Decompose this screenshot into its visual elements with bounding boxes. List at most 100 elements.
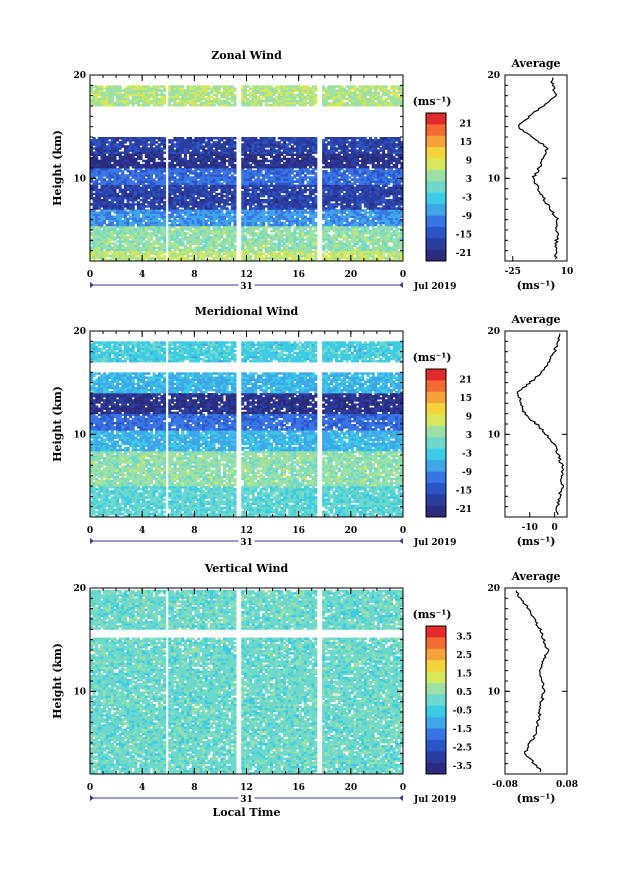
heatmap-cell — [220, 165, 224, 169]
heatmap-cell — [207, 213, 211, 216]
heatmap-cell — [272, 201, 276, 204]
heatmap-cell — [243, 180, 247, 183]
heatmap-cell — [259, 155, 263, 159]
heatmap-cell — [277, 153, 281, 156]
heatmap-cell — [113, 143, 117, 146]
heatmap-cell — [147, 258, 151, 262]
heatmap-cell — [144, 159, 148, 163]
heatmap-cell — [97, 89, 101, 92]
heatmap-cell — [212, 168, 216, 171]
heatmap-cell — [241, 176, 245, 179]
heatmap-cell — [178, 93, 182, 97]
heatmap-cell — [134, 137, 138, 140]
heatmap-cell — [178, 240, 182, 243]
heatmap-cell — [202, 170, 206, 173]
heatmap-cell — [97, 252, 101, 256]
heatmap-cell — [142, 252, 146, 256]
heatmap-cell — [207, 103, 211, 107]
heatmap-cell — [293, 147, 297, 150]
heatmap-cell — [123, 221, 127, 225]
heatmap-cell — [280, 223, 284, 227]
heatmap-cell — [118, 196, 122, 200]
heatmap-cell — [116, 236, 120, 239]
heatmap-cell — [157, 196, 161, 200]
heatmap-cell — [136, 203, 140, 206]
heatmap-cell — [103, 153, 107, 156]
heatmap-cell — [212, 172, 216, 175]
heatmap-cell — [157, 93, 161, 97]
heatmap-cell — [116, 194, 120, 198]
heatmap-cell — [163, 161, 167, 165]
heatmap-cell — [97, 217, 101, 221]
heatmap-cell — [152, 141, 156, 144]
heatmap-cell — [108, 168, 112, 171]
heatmap-cell — [108, 186, 112, 190]
heatmap-cell — [186, 176, 190, 179]
heatmap-cell — [262, 161, 266, 165]
heatmap-cell — [215, 174, 219, 177]
heatmap-cell — [126, 103, 130, 107]
heatmap-cell — [95, 186, 99, 190]
heatmap-cell — [275, 155, 279, 159]
heatmap-cell — [139, 137, 143, 140]
heatmap-cell — [147, 101, 151, 105]
heatmap-cell — [118, 201, 122, 204]
heatmap-cell — [280, 97, 284, 101]
heatmap-cell — [251, 258, 255, 262]
heatmap-cell — [275, 159, 279, 163]
heatmap-cell — [275, 97, 279, 101]
heatmap-cell — [246, 89, 250, 92]
heatmap-cell — [189, 209, 193, 212]
heatmap-cell — [131, 242, 135, 245]
heatmap-cell — [272, 199, 276, 202]
heatmap-cell — [116, 93, 120, 97]
heatmap-cell — [181, 242, 185, 245]
heatmap-cell — [228, 180, 232, 183]
heatmap-cell — [129, 230, 133, 233]
heatmap-cell — [181, 161, 185, 165]
heatmap-cell — [269, 205, 273, 208]
heatmap-cell — [262, 240, 266, 243]
heatmap-cell — [277, 234, 281, 237]
heatmap-cell — [126, 205, 130, 208]
heatmap-cell — [259, 137, 263, 140]
heatmap-cell — [90, 184, 94, 187]
heatmap-cell — [283, 89, 287, 92]
heatmap-cell — [178, 194, 182, 198]
heatmap-cell — [95, 188, 99, 192]
heatmap-cell — [256, 147, 260, 150]
heatmap-cell — [160, 174, 164, 177]
heatmap-cell — [97, 151, 101, 154]
heatmap-cell — [108, 217, 112, 221]
heatmap-cell — [123, 194, 127, 198]
heatmap-cell — [277, 207, 281, 210]
heatmap-cell — [259, 139, 263, 142]
heatmap-cell — [95, 199, 99, 202]
heatmap-cell — [92, 238, 96, 241]
heatmap-cell — [288, 227, 292, 231]
heatmap-cell — [202, 252, 206, 256]
heatmap-cell — [283, 168, 287, 171]
heatmap-cell — [108, 155, 112, 159]
heatmap-cell — [233, 225, 237, 229]
heatmap-cell — [136, 157, 140, 161]
heatmap-cell — [176, 93, 180, 97]
heatmap-cell — [267, 153, 271, 156]
heatmap-cell — [173, 246, 177, 249]
heatmap-cell — [181, 174, 185, 177]
heatmap-cell — [160, 99, 164, 103]
heatmap-cell — [280, 248, 284, 252]
heatmap-cell — [202, 182, 206, 185]
heatmap-cell — [202, 221, 206, 225]
heatmap-cell — [296, 199, 300, 202]
heatmap-cell — [131, 184, 135, 187]
heatmap-cell — [254, 184, 258, 187]
heatmap-cell — [277, 101, 281, 105]
heatmap-cell — [223, 199, 227, 202]
heatmap-cell — [288, 101, 292, 105]
heatmap-cell — [293, 246, 297, 249]
heatmap-cell — [272, 207, 276, 210]
heatmap-cell — [157, 190, 161, 194]
heatmap-cell — [249, 238, 253, 241]
heatmap-cell — [168, 182, 172, 185]
